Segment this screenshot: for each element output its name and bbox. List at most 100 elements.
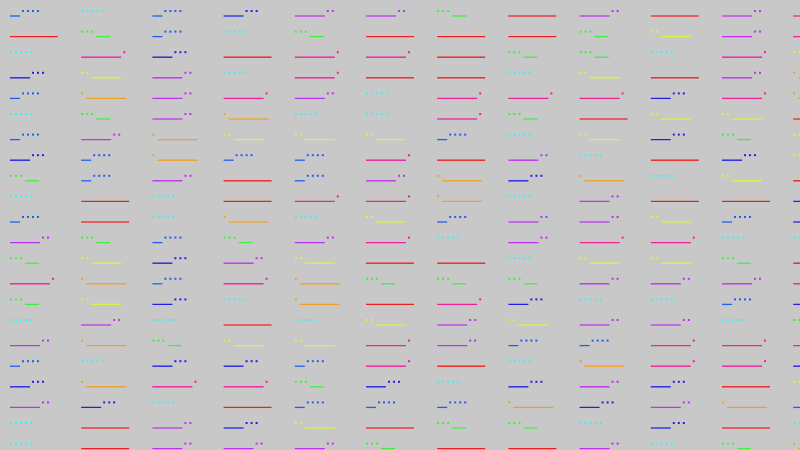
glyph-dot: [764, 51, 766, 54]
glyph-dot: [727, 113, 729, 115]
glyph-dot: [167, 319, 170, 321]
glyph: [793, 71, 800, 79]
glyph: [81, 257, 122, 264]
glyph-dot: [474, 319, 477, 321]
glyph-dot: [437, 195, 440, 198]
glyph-dot: [299, 113, 302, 115]
glyph-dot: [449, 216, 452, 218]
glyph: [366, 195, 410, 203]
glyph-dot: [42, 380, 44, 383]
glyph: [437, 113, 482, 120]
glyph-dot: [314, 113, 317, 115]
glyph-dot: [722, 401, 724, 404]
glyph-dot: [172, 319, 175, 321]
glyph-dot: [306, 174, 309, 177]
glyph-dot: [528, 195, 531, 198]
glyph: [294, 113, 317, 115]
glyph: [81, 319, 121, 326]
glyph: [366, 401, 395, 409]
glyph-dot: [255, 360, 258, 363]
glyph: [579, 10, 619, 17]
glyph: [152, 319, 175, 321]
glyph-dot: [398, 174, 400, 177]
glyph-dot: [30, 195, 32, 198]
glyph: [793, 200, 800, 203]
glyph: [10, 113, 32, 115]
glyph-dot: [174, 30, 177, 33]
glyph: [508, 422, 538, 429]
glyph: [508, 195, 531, 198]
glyph-dot: [255, 10, 258, 12]
glyph-dot: [469, 319, 472, 321]
glyph-dot: [81, 380, 84, 383]
glyph-dot: [759, 277, 761, 280]
glyph-dot: [798, 380, 800, 383]
glyph: [223, 216, 269, 223]
glyph-dot: [513, 257, 516, 260]
glyph-dot: [670, 442, 673, 445]
glyph: [650, 319, 690, 326]
glyph-dot: [93, 174, 96, 177]
glyph-dot: [513, 71, 516, 74]
glyph-dot: [734, 298, 736, 301]
glyph-dot: [27, 133, 29, 136]
glyph-dot: [584, 422, 587, 424]
glyph-dot: [672, 380, 675, 383]
glyph-dot: [655, 216, 658, 218]
glyph: [650, 236, 695, 244]
glyph-dot: [687, 277, 690, 280]
glyph-dot: [157, 319, 160, 321]
glyph-dot: [540, 174, 543, 177]
glyph-dot: [25, 195, 27, 198]
glyph-dot: [793, 92, 796, 95]
glyph-dot: [742, 236, 744, 239]
glyph-dot: [611, 277, 614, 280]
glyph: [793, 221, 800, 223]
glyph: [579, 30, 609, 38]
glyph: [508, 298, 543, 306]
glyph-dot: [81, 298, 84, 301]
glyph-dot: [20, 51, 22, 54]
glyph-dot: [793, 154, 796, 157]
glyph-dot: [223, 113, 226, 115]
glyph-dot: [371, 133, 373, 136]
glyph-dot: [754, 154, 756, 157]
glyph-dot: [611, 401, 614, 404]
glyph-dot: [179, 360, 182, 363]
glyph-dot: [314, 319, 317, 321]
glyph-dot: [91, 236, 94, 239]
glyph-dot: [650, 257, 653, 260]
glyph: [294, 339, 335, 347]
glyph-dot: [371, 113, 373, 115]
glyph-dot: [179, 257, 182, 260]
glyph: [152, 257, 187, 264]
glyph: [10, 442, 32, 445]
glyph-dot: [616, 380, 619, 383]
glyph-dot: [606, 339, 609, 342]
glyph-dot: [20, 257, 22, 260]
glyph-dot: [732, 442, 734, 445]
glyph: [294, 30, 324, 38]
glyph-dot: [474, 339, 477, 342]
glyph-dot: [454, 401, 457, 404]
glyph-dot: [584, 257, 587, 260]
glyph-dot: [309, 216, 312, 218]
glyph-dot: [101, 360, 104, 363]
glyph-dot: [579, 422, 582, 424]
glyph-dot: [22, 360, 24, 363]
glyph-dot: [81, 236, 84, 239]
glyph-dot: [311, 174, 314, 177]
glyph-dot: [535, 380, 538, 383]
glyph-dot: [37, 71, 39, 74]
glyph-dot: [793, 422, 796, 424]
glyph-dot: [523, 133, 526, 136]
glyph-dot: [749, 216, 751, 218]
glyph: [508, 71, 531, 74]
glyph-dot: [606, 401, 609, 404]
glyph-dot: [30, 319, 32, 321]
glyph-dot: [321, 154, 324, 157]
glyph-dot: [579, 360, 582, 363]
glyph-dot: [299, 380, 302, 383]
glyph-dot: [366, 133, 368, 136]
glyph-dot: [793, 133, 796, 136]
